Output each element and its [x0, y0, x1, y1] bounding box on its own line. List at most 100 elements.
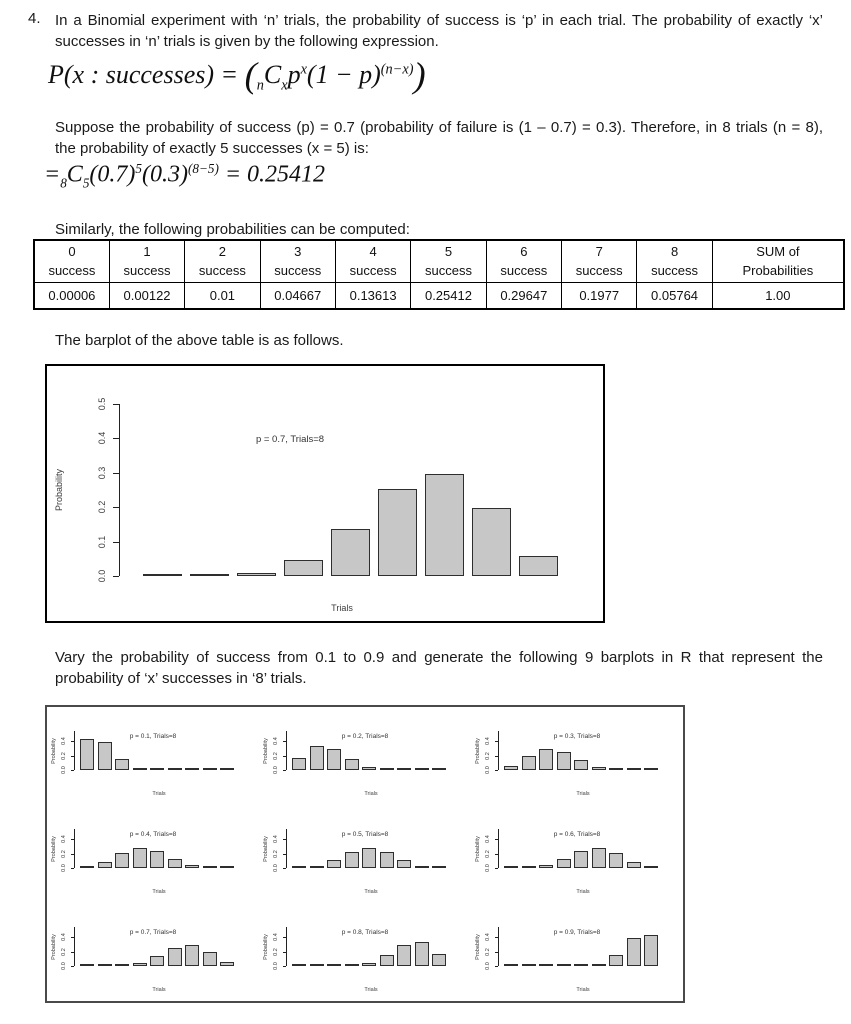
bar: [309, 745, 324, 770]
bar: [379, 955, 394, 966]
bar: [609, 768, 623, 770]
bar: [556, 964, 571, 966]
table-value-cell: 0.05764: [636, 282, 713, 310]
close-paren: ): [413, 55, 426, 95]
y-tick: [113, 404, 119, 405]
combination-C: C: [66, 161, 83, 188]
y-axis-label: Probability: [263, 738, 269, 764]
header-line1: 2: [218, 244, 227, 260]
header-line1: 5: [444, 244, 453, 260]
x-axis-label: Trials: [331, 603, 353, 613]
y-tick-label: 0.4: [273, 933, 279, 942]
y-tick-label: 0.0: [273, 962, 279, 970]
bar: [556, 751, 571, 770]
bar: [432, 768, 446, 770]
plot-title: p = 0.8, Trials=8: [341, 929, 389, 936]
y-tick-label: 0.0: [61, 766, 67, 774]
y-tick-label: 0.2: [273, 849, 279, 858]
one-minus-p-term: (1 − p): [306, 60, 381, 89]
plot-title: p = 0.4, Trials=8: [129, 831, 177, 838]
header-line1: SUM of: [756, 244, 800, 260]
y-tick-label: 0.1: [97, 535, 107, 548]
y-tick: [495, 966, 498, 967]
bars-group: [80, 707, 234, 770]
table-header-row: 0 success 1 success 2 success 3 success 4 success…: [33, 239, 845, 283]
y-tick: [283, 741, 286, 743]
bar: [202, 768, 217, 770]
formula-result: = 0.25412: [218, 161, 326, 188]
header-line2: success: [424, 262, 472, 278]
y-tick-label: 0.2: [485, 849, 491, 858]
y-tick-label: 0.2: [485, 751, 491, 760]
header-line1: 8: [670, 244, 679, 260]
y-axis: [498, 829, 499, 868]
bar: [292, 866, 306, 868]
y-tick-label: 0.2: [61, 751, 67, 760]
bar: [644, 935, 658, 966]
y-axis-label: Probability: [51, 836, 57, 862]
bar: [292, 964, 306, 966]
y-tick-label: 0.2: [97, 500, 107, 514]
table-header-cell: 2 success: [184, 239, 261, 283]
y-tick: [113, 472, 119, 474]
bar: [519, 556, 558, 576]
y-tick: [495, 853, 498, 855]
bar: [80, 964, 94, 966]
bars-group: [504, 707, 658, 770]
y-tick-label: 0.0: [61, 864, 67, 872]
header-line1: 1: [143, 244, 151, 260]
y-tick-label: 0.0: [273, 766, 279, 774]
computation-formula: =8C5(0.7)5(0.3)(8−5) = 0.25412: [44, 161, 325, 192]
y-tick: [495, 770, 498, 771]
bar: [327, 964, 341, 966]
main-barplot: Probability 0.0 0.1 0.2 0.3 0.4 0.5 p = 0.7, Tr…: [45, 364, 605, 623]
y-tick: [495, 868, 498, 869]
y-axis-label: Probability: [475, 836, 481, 862]
y-axis: [286, 927, 287, 966]
subscript-x: x: [281, 77, 288, 94]
y-axis-label: Probability: [475, 934, 481, 960]
bar: [397, 860, 411, 868]
header-line1: 4: [369, 244, 377, 260]
subplot-p-0.8: Probability 0.0 0.2 0.4 p = 0.8, Trials=8 Tri…: [259, 903, 471, 1001]
subplot-p-0.1: Probability 0.0 0.2 0.4 p = 0.1, Trials=8 Tri…: [47, 707, 259, 805]
bar: [626, 938, 641, 966]
table-header-cell: 1 success: [108, 239, 186, 283]
bar: [115, 852, 129, 868]
subplot-p-0.7: Probability 0.0 0.2 0.4 p = 0.7, Trials=8 Tri…: [47, 903, 259, 1001]
table-header-cell: 4 success: [334, 239, 412, 283]
q-factor: (0.3): [141, 161, 188, 188]
formula-lhs: P(x : successes) =: [48, 60, 245, 89]
bar: [644, 768, 658, 770]
bar: [97, 742, 112, 770]
y-tick-label: 0.3: [97, 466, 107, 480]
y-tick: [71, 937, 74, 939]
plot-title: p = 0.7, Trials=8: [255, 434, 325, 445]
bar: [309, 865, 324, 868]
table-header-cell: 6 success: [485, 239, 563, 283]
bar: [574, 851, 588, 868]
y-tick: [71, 868, 74, 869]
y-axis: [74, 829, 75, 868]
y-axis-label: Probability: [54, 468, 64, 512]
y-tick-label: 0.4: [61, 933, 67, 942]
y-tick-label: 0.2: [485, 947, 491, 956]
header-line2: success: [349, 262, 397, 278]
item-number: 4.: [28, 10, 41, 27]
bar: [397, 768, 411, 770]
y-tick-label: 0.0: [485, 766, 491, 774]
equals-sign: =: [44, 161, 61, 188]
p-term: p: [287, 60, 301, 89]
header-line2: success: [198, 262, 246, 278]
subplot-p-0.5: Probability 0.0 0.2 0.4 p = 0.5, Trials=8 Tri…: [259, 805, 471, 903]
y-tick: [283, 868, 286, 869]
superscript-5: 5: [135, 161, 142, 176]
plot-title: p = 0.2, Trials=8: [341, 733, 389, 740]
table-value-cell: 0.25412: [410, 282, 487, 310]
header-line2: Probabilities: [742, 262, 814, 278]
bar: [521, 755, 536, 770]
y-tick-label: 0.4: [97, 432, 107, 445]
table-value-cell: 0.00122: [108, 282, 186, 310]
y-tick-label: 0.4: [485, 737, 491, 746]
y-tick-label: 0.2: [61, 947, 67, 956]
